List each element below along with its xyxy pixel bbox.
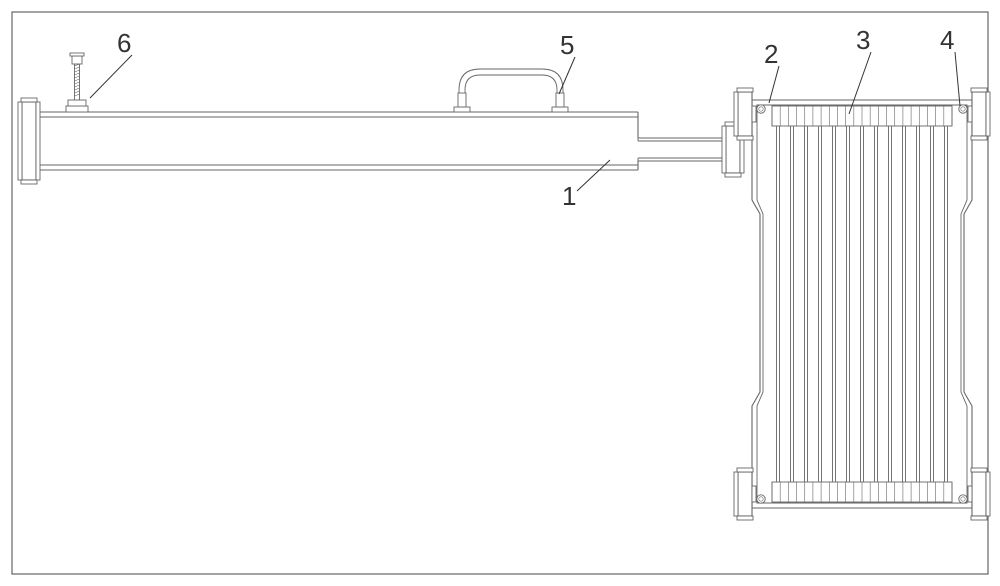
exchanger-top-header xyxy=(772,106,952,126)
bolt-icon xyxy=(959,105,967,113)
leader-line xyxy=(955,52,960,106)
bolt-icon xyxy=(757,105,765,113)
bolt-icon xyxy=(959,495,967,503)
bolt-icon xyxy=(757,495,765,503)
leader-line xyxy=(559,57,575,94)
callout-1: 1 xyxy=(562,181,576,211)
pipe-left-flange xyxy=(18,98,40,184)
callout-3: 3 xyxy=(856,25,870,55)
leader-line xyxy=(769,66,779,103)
exchanger-bottom-header xyxy=(772,482,952,502)
callout-2: 2 xyxy=(764,39,778,69)
pipe-assembly xyxy=(18,98,744,184)
callout-4: 4 xyxy=(940,25,954,55)
callout-6: 6 xyxy=(117,28,131,58)
callout-5: 5 xyxy=(560,30,574,60)
leader-line xyxy=(90,55,132,98)
heat-exchanger xyxy=(734,88,990,520)
bypass-loop xyxy=(454,69,568,112)
relief-valve xyxy=(66,53,88,112)
